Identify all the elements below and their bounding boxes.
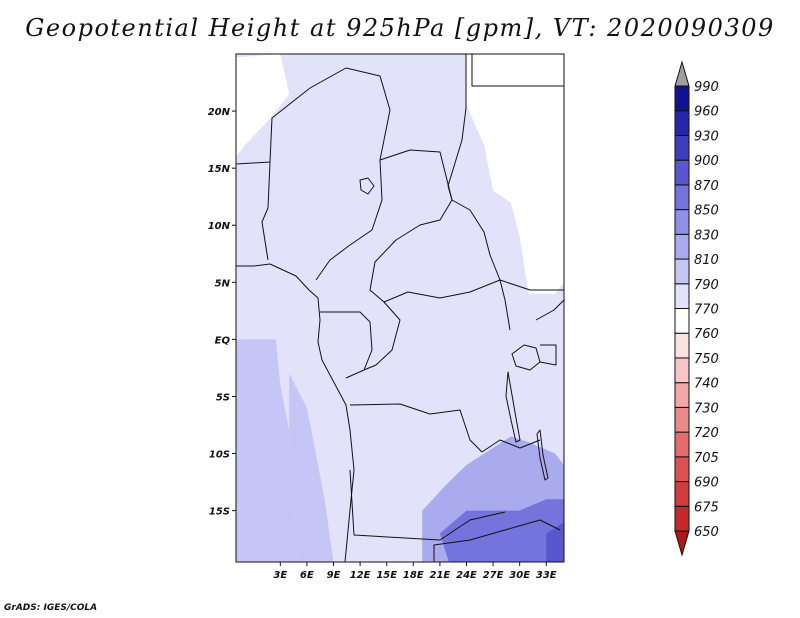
colorbar-label: 790: [694, 278, 719, 293]
lat-tick-label: 20N: [208, 107, 231, 118]
height-region-ne-corner: [546, 522, 564, 562]
colorbar-label: 690: [694, 476, 719, 491]
country-boundaries: [236, 54, 564, 562]
lon-tick-label: 3E: [273, 570, 287, 581]
colorbar-swatch: [674, 456, 690, 483]
height-region-nile-highlands: [533, 54, 564, 123]
lake-chad: [359, 177, 375, 195]
colorbar-label: 810: [694, 253, 719, 268]
lat-tick-label: 5N: [215, 278, 231, 289]
colorbar-label: 850: [694, 204, 719, 219]
lat-tick-label: EQ: [215, 335, 231, 346]
colorbar-label: 730: [694, 401, 719, 416]
figure-title: Geopotential Height at 925hPa [gpm], VT:…: [25, 14, 775, 42]
plot-frame: [235, 53, 565, 563]
colorbar-label: 990: [694, 80, 719, 95]
colorbar-swatch: [674, 505, 690, 532]
border: [535, 299, 564, 321]
colorbar-swatch: [674, 481, 690, 507]
height-region-sahel-east: [466, 54, 564, 294]
border: [320, 311, 373, 371]
lake-malawi: [536, 429, 549, 481]
lat-tick-label: 10N: [208, 221, 231, 232]
border: [451, 199, 511, 331]
lon-tick-label: 33E: [536, 570, 557, 581]
colorbar-label: 830: [694, 228, 719, 243]
border: [499, 279, 564, 291]
colorbar-label: 870: [694, 179, 719, 194]
border: [369, 239, 501, 303]
lon-tick-label: 12E: [350, 570, 371, 581]
grads-credit: GrADS: IGES/COLA: [4, 603, 98, 613]
colorbar-swatch: [674, 110, 690, 136]
lake-tanganyika: [505, 371, 521, 443]
lat-tick-label: 5S: [216, 392, 230, 403]
border: [481, 439, 541, 453]
border: [236, 67, 391, 165]
colorbar-swatch: [674, 134, 690, 161]
colorbar-label: 720: [694, 426, 719, 441]
colorbar-upper-arrow: [674, 60, 690, 87]
height-field: [236, 54, 564, 562]
border: [345, 301, 401, 379]
lon-tick-label: 6E: [300, 570, 314, 581]
colorbar-swatch: [674, 283, 690, 309]
border: [315, 159, 383, 281]
border: [471, 54, 564, 87]
colorbar-lower-arrow: [674, 530, 690, 557]
height-region-atlantic-coastal: [289, 373, 334, 562]
lon-tick-label: 18E: [403, 570, 424, 581]
colorbar-swatch: [674, 233, 690, 260]
colorbar-swatch: [674, 332, 690, 359]
colorbar-label: 740: [694, 377, 719, 392]
colorbar-label: 675: [694, 500, 719, 515]
lon-tick-label: 24E: [456, 570, 477, 581]
colorbar-label: 900: [694, 154, 719, 169]
colorbar-label: 650: [694, 525, 719, 540]
border: [349, 469, 506, 541]
colorbar-swatch: [674, 184, 690, 211]
lon-tick-label: 30E: [509, 570, 530, 581]
colorbar-swatch: [674, 209, 690, 235]
height-region-atlantic-south: [236, 339, 299, 562]
lat-tick-label: 10S: [209, 450, 230, 461]
border: [433, 519, 561, 562]
coastline: [236, 263, 355, 562]
axes: 20N 15N 10N 5N EQ 5S 10S 15S 3E 6E 9E 12E 15E 18E 21E 2…: [208, 107, 557, 581]
colorbar-label: 770: [694, 303, 719, 318]
plot-area: [236, 54, 564, 562]
colorbar-swatch: [674, 85, 690, 112]
height-region-sahel-west: [236, 54, 290, 157]
colorbar-swatch: [674, 308, 690, 334]
border: [349, 403, 483, 453]
border: [539, 344, 557, 366]
lon-tick-label: 27E: [483, 570, 504, 581]
border: [261, 161, 271, 261]
lon-tick-label: 21E: [430, 570, 451, 581]
colorbar-label: 705: [694, 451, 719, 466]
colorbar-swatch: [674, 431, 690, 458]
colorbar-label: 750: [694, 352, 719, 367]
lat-tick-label: 15N: [208, 164, 231, 175]
colorbar-swatch: [674, 406, 690, 433]
colorbar-swatch: [674, 159, 690, 186]
colorbar-label: 930: [694, 129, 719, 144]
lon-tick-label: 9E: [327, 570, 341, 581]
colorbar-label: 960: [694, 105, 719, 120]
colorbar-label: 760: [694, 327, 719, 342]
colorbar-swatch: [674, 258, 690, 285]
colorbar-swatch: [674, 382, 690, 408]
lat-tick-label: 15S: [209, 507, 230, 518]
colorbar-swatch: [674, 357, 690, 384]
lon-tick-label: 15E: [376, 570, 397, 581]
colorbar: 650 675 690 705 720 730 740 750 760 770 790 810 830 8…: [674, 60, 719, 557]
